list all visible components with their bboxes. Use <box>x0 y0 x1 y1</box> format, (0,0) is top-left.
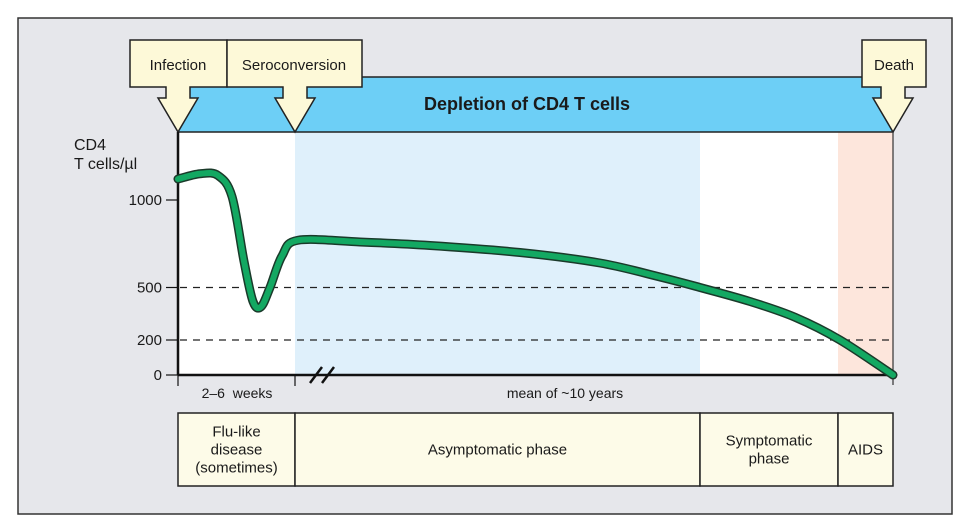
phase-cell <box>837 412 894 487</box>
phase-label: Symptomatic phase <box>726 433 813 468</box>
x-segment-label-weeks: 2–6 weeks <box>202 385 273 401</box>
axis-break-icon <box>309 366 335 384</box>
phase-label: AIDS <box>848 442 883 459</box>
band-acute <box>178 132 295 375</box>
y-tick-label: 500 <box>137 280 162 297</box>
callout-infection: Infection <box>129 39 228 134</box>
y-tick-label: 200 <box>137 332 162 349</box>
phase-cell <box>177 412 296 487</box>
phase-cell <box>294 412 701 487</box>
seroconversion-label: Seroconversion <box>242 57 346 74</box>
callout-seroconversion: Seroconversion <box>226 39 363 134</box>
y-tick-label: 1000 <box>129 192 162 209</box>
band-aids <box>838 132 893 375</box>
y-axis-label-line1: CD4 <box>74 137 106 154</box>
phase-label: Flu-like disease (sometimes) <box>195 424 278 477</box>
cd4-curve <box>175 169 896 378</box>
y-axis-label-line2: T cells/µl <box>74 156 137 173</box>
phase-label: Asymptomatic phase <box>428 442 567 459</box>
band-symptomatic <box>700 132 838 375</box>
depletion-label: Depletion of CD4 T cells <box>424 94 630 114</box>
x-segment-label-years: mean of ~10 years <box>507 385 623 401</box>
y-tick-label: 0 <box>154 367 162 384</box>
death-label: Death <box>874 57 914 74</box>
callout-death: Death <box>861 39 927 134</box>
phase-cell <box>699 412 839 487</box>
infection-label: Infection <box>150 57 207 74</box>
